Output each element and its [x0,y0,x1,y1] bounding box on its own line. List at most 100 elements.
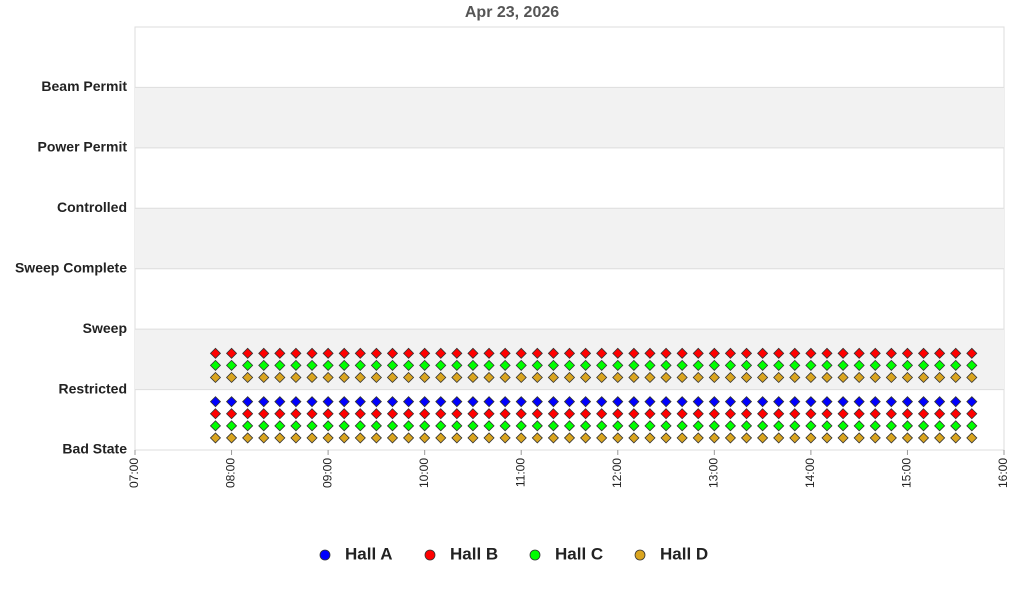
point [596,408,608,420]
point [403,420,415,432]
point [306,408,318,420]
legend-label: Hall B [450,544,498,563]
point [547,347,559,359]
x-tick-label: 13:00 [707,458,721,488]
point [467,347,479,359]
point [724,347,736,359]
point [451,420,463,432]
grid-band [135,87,1004,148]
point [563,347,576,359]
x-tick-label: 16:00 [996,458,1010,488]
point [692,371,704,384]
legend-marker [634,549,646,561]
y-tick-label: Sweep [83,320,127,336]
point [354,396,366,408]
point [403,371,415,384]
point [483,420,495,432]
point [225,371,238,384]
point [242,420,254,432]
point [370,408,382,420]
point [403,347,415,359]
point [885,347,897,359]
point [708,432,720,444]
point [837,420,849,432]
point [740,408,753,420]
point [869,420,881,432]
point [628,408,640,420]
point [370,420,382,432]
point [515,432,527,444]
point [435,371,447,384]
point [531,432,543,444]
point [386,371,399,384]
y-tick-label: Controlled [57,199,127,215]
point [853,347,865,359]
point [467,396,479,408]
point [869,347,881,359]
point [676,432,688,444]
point [515,371,527,384]
point [853,359,865,371]
point [934,432,946,444]
point [354,432,366,444]
point [724,371,736,384]
point [419,371,431,384]
point [773,359,785,371]
point [805,347,817,359]
point [612,396,624,408]
point [740,420,753,432]
point [515,359,527,371]
point [805,396,817,408]
point [435,347,447,359]
point [934,347,946,359]
point [386,420,399,432]
point [338,408,350,420]
legend-marker [424,549,436,561]
point [483,347,495,359]
point [596,347,608,359]
point [290,359,302,371]
point [338,396,350,408]
point [499,408,511,420]
point [386,432,399,444]
point [322,359,334,371]
point [724,432,736,444]
point [692,359,704,371]
point [580,432,592,444]
point [322,371,334,384]
point [563,359,576,371]
point [547,396,559,408]
point [660,347,672,359]
point [274,408,286,420]
point [225,359,238,371]
point [370,396,382,408]
point [386,359,399,371]
point [708,347,720,359]
point [451,432,463,444]
point [515,347,527,359]
point [869,408,881,420]
point [901,420,914,432]
legend-label: Hall C [555,544,603,563]
point [531,408,543,420]
point [950,371,962,384]
point [338,420,350,432]
point [242,432,254,444]
point [869,396,881,408]
point [789,408,801,420]
point [242,347,254,359]
point [274,420,286,432]
point [740,396,753,408]
chart-title: Apr 23, 2026 [465,4,559,21]
point [644,396,656,408]
point [290,432,302,444]
point [403,432,415,444]
point [901,371,914,384]
point [596,432,608,444]
point [225,396,238,408]
point [547,408,559,420]
point [531,359,543,371]
point [740,371,753,384]
point [322,432,334,444]
point [757,396,769,408]
